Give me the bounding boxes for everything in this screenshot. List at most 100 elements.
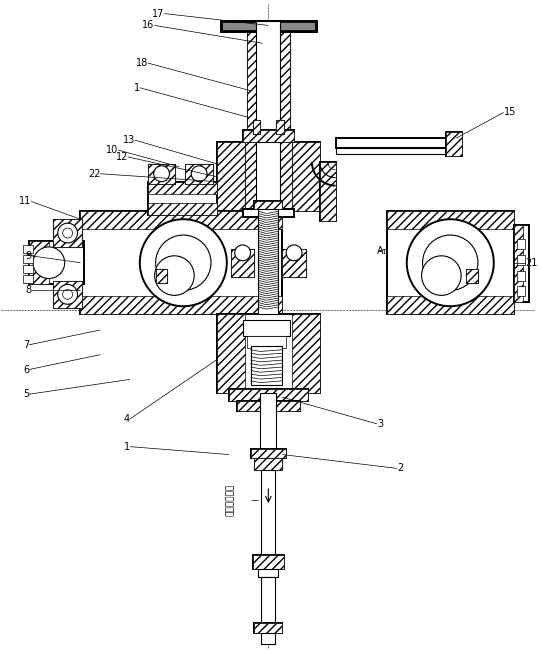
Bar (229, 389, 308, 401)
Bar (251, 449, 286, 458)
Bar (156, 268, 167, 283)
Circle shape (422, 256, 461, 295)
Bar (387, 212, 514, 229)
Bar (254, 201, 282, 210)
Text: 15: 15 (504, 108, 516, 118)
Circle shape (191, 166, 207, 182)
Bar (80, 296, 282, 314)
Text: 12: 12 (116, 152, 128, 162)
Bar (217, 314, 245, 393)
Text: 9: 9 (25, 251, 31, 261)
Bar (335, 148, 454, 154)
Text: 16: 16 (143, 20, 154, 31)
Bar (247, 31, 262, 130)
Circle shape (33, 247, 65, 279)
Bar (242, 320, 290, 336)
Bar (185, 164, 213, 183)
Bar (53, 281, 83, 308)
Bar (148, 182, 217, 215)
Bar (242, 130, 294, 142)
Bar (247, 336, 286, 348)
Text: 22: 22 (88, 168, 100, 179)
Bar (217, 314, 320, 393)
Text: 7: 7 (23, 340, 29, 350)
Text: 17: 17 (152, 8, 165, 18)
Text: 1: 1 (124, 441, 130, 452)
Bar (282, 249, 306, 277)
Bar (254, 458, 282, 470)
Bar (274, 31, 290, 130)
Bar (254, 201, 282, 210)
Bar (23, 255, 33, 263)
Bar (253, 556, 284, 569)
Bar (514, 225, 529, 302)
Bar (80, 212, 282, 229)
Bar (254, 458, 282, 470)
Circle shape (154, 166, 170, 182)
Circle shape (58, 223, 78, 243)
Bar (261, 470, 275, 560)
Bar (517, 239, 525, 249)
Bar (292, 314, 320, 393)
Circle shape (423, 235, 478, 291)
Bar (148, 164, 176, 183)
Bar (514, 225, 523, 302)
Bar (335, 138, 454, 148)
Bar (247, 31, 262, 130)
Text: 11: 11 (19, 197, 31, 206)
Bar (517, 255, 525, 264)
Bar (148, 203, 217, 215)
Bar (53, 219, 83, 247)
Bar (245, 142, 292, 212)
Bar (245, 142, 292, 212)
Bar (446, 132, 462, 156)
Bar (242, 130, 294, 142)
Text: 6: 6 (23, 364, 29, 375)
Text: 5: 5 (23, 389, 29, 399)
Circle shape (407, 219, 494, 306)
Circle shape (140, 219, 227, 306)
Bar (221, 22, 316, 31)
Bar (292, 142, 320, 212)
Text: 18: 18 (136, 58, 148, 68)
Bar (387, 296, 514, 314)
Bar (156, 268, 167, 283)
Circle shape (156, 235, 211, 291)
Text: 4: 4 (124, 414, 130, 424)
Text: 2: 2 (397, 464, 403, 473)
Bar (29, 241, 84, 285)
Bar (23, 264, 33, 272)
Bar (261, 633, 275, 645)
Bar (237, 401, 300, 411)
Circle shape (63, 289, 72, 299)
Bar (242, 210, 294, 217)
Bar (254, 622, 282, 633)
Bar (274, 31, 290, 130)
Text: 3: 3 (377, 419, 383, 429)
Bar (276, 120, 284, 135)
Bar (53, 219, 83, 247)
Bar (23, 275, 33, 283)
Bar (23, 245, 33, 253)
Bar (260, 393, 276, 453)
Bar (251, 346, 282, 385)
Bar (253, 120, 260, 135)
Bar (231, 249, 254, 277)
Bar (282, 249, 306, 277)
Text: 柱塞运动方向: 柱塞运动方向 (226, 484, 235, 516)
Bar (148, 164, 176, 183)
Bar (29, 241, 49, 285)
Text: A₁: A₁ (377, 246, 388, 256)
Bar (256, 142, 280, 212)
Bar (148, 182, 217, 193)
Bar (221, 22, 316, 31)
Text: 13: 13 (123, 135, 135, 145)
Bar (80, 212, 282, 314)
Bar (320, 162, 335, 221)
Bar (466, 268, 478, 283)
Bar (53, 281, 83, 308)
Text: 8: 8 (25, 285, 31, 295)
Circle shape (286, 245, 302, 261)
Text: 21: 21 (525, 258, 538, 268)
Circle shape (58, 285, 78, 304)
